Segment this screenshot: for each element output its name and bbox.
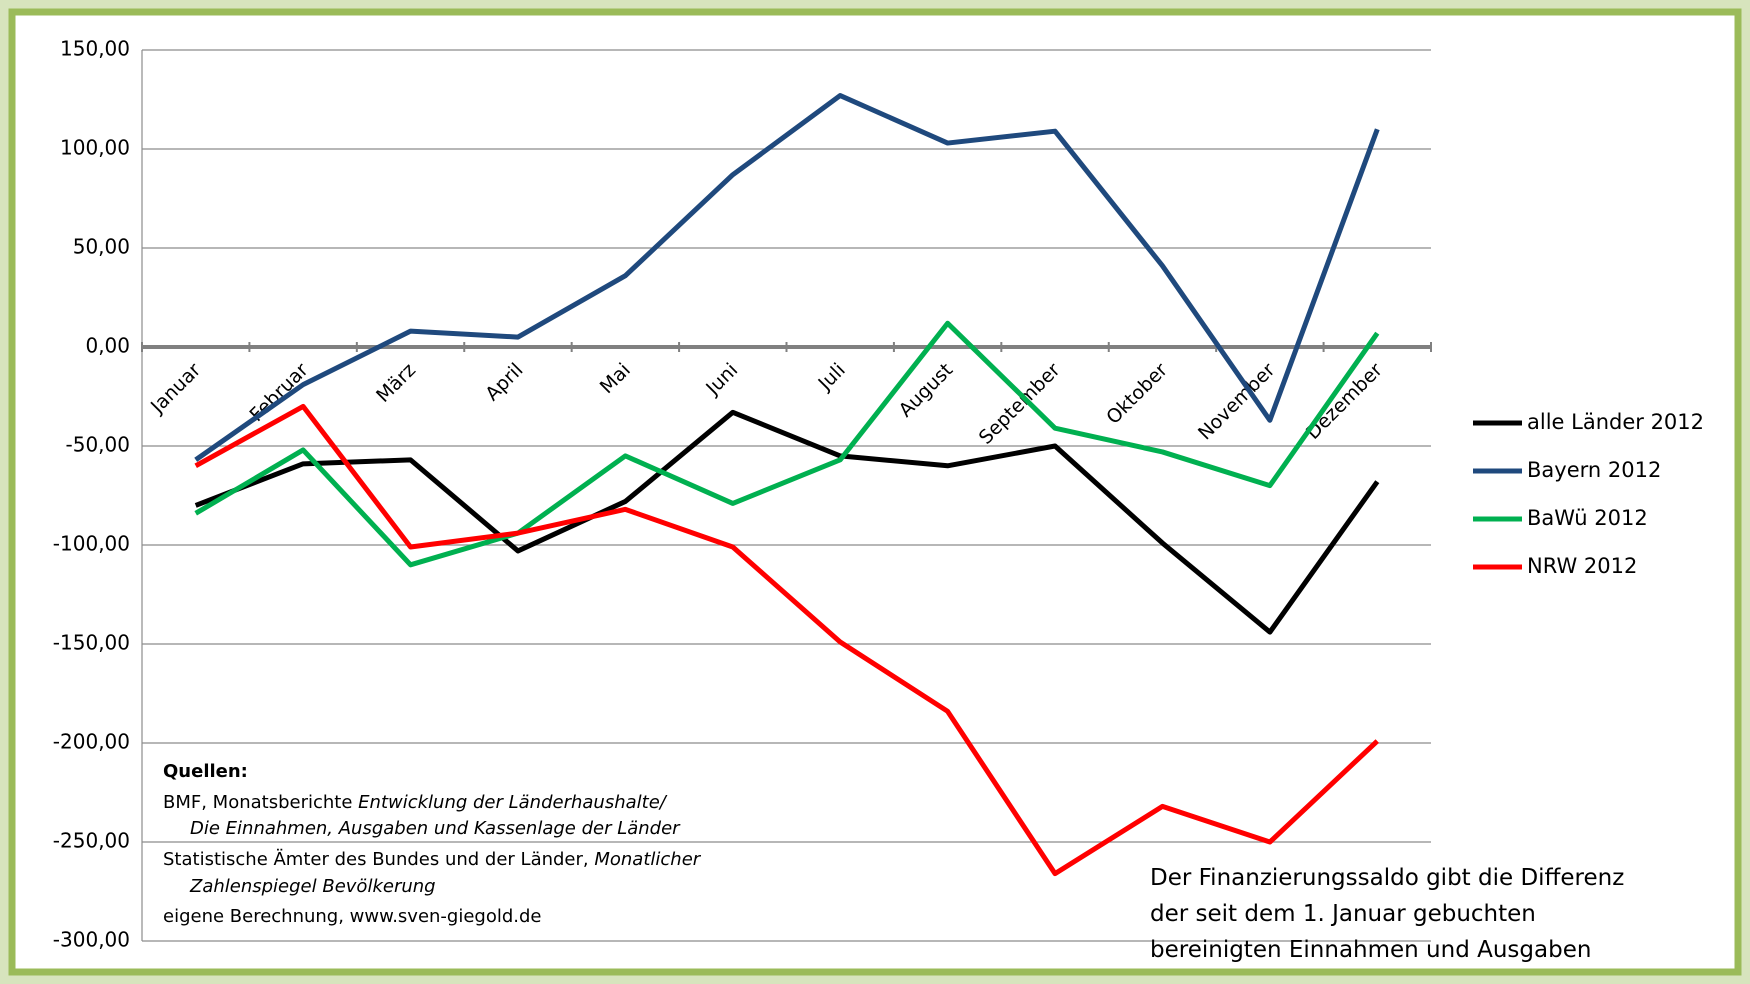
series-line [194, 409, 1380, 635]
legend-label: Bayern 2012 [1527, 458, 1661, 482]
sources-text: Statistische Ämter des Bundes und der Lä… [163, 849, 594, 870]
series-line [194, 403, 1380, 877]
sources-text: Entwicklung der Länderhaushalte/ [358, 792, 668, 813]
legend-label: BaWü 2012 [1527, 506, 1648, 530]
annotation-line: bereinigten Einnahmen und Ausgaben [1150, 937, 1591, 963]
sources-text: BMF, Monatsberichte [163, 792, 358, 813]
legend-label: NRW 2012 [1527, 554, 1637, 578]
sources-text: Monatlicher [594, 849, 701, 870]
annotation-line: Der Finanzierungssaldo gibt die Differen… [1150, 865, 1624, 891]
legend-label: alle Länder 2012 [1527, 410, 1704, 434]
y-tick-label: 100,00 [60, 136, 130, 160]
y-tick-label: -150,00 [53, 631, 130, 655]
sources-title: Quellen: [163, 761, 248, 782]
sources-line: eigene Berechnung, www.sven-giegold.de [163, 906, 542, 927]
series-line [194, 320, 1380, 568]
y-tick-label: 150,00 [60, 37, 130, 61]
sources-line: Die Einnahmen, Ausgaben und Kassenlage d… [190, 818, 681, 839]
sources-line: Statistische Ämter des Bundes und der Lä… [163, 849, 702, 870]
frame [8, 8, 1742, 976]
sources-line: Zahlenspiegel Bevölkerung [189, 876, 436, 897]
y-tick-label: 0,00 [85, 334, 130, 358]
y-tick-label: -50,00 [66, 433, 130, 457]
y-tick-label: -300,00 [53, 928, 130, 952]
sources: Quellen: BMF, Monatsberichte Entwicklung… [163, 761, 702, 927]
annotation: Der Finanzierungssaldo gibt die Differen… [1150, 865, 1624, 963]
y-tick-label: 50,00 [73, 235, 130, 259]
series-line [194, 93, 1380, 462]
y-tick-label: -250,00 [53, 829, 130, 853]
annotation-line: der seit dem 1. Januar gebuchten [1150, 901, 1536, 927]
sources-line: BMF, Monatsberichte Entwicklung der Länd… [163, 792, 668, 813]
y-tick-label: -100,00 [53, 532, 130, 556]
y-tick-label: -200,00 [53, 730, 130, 754]
